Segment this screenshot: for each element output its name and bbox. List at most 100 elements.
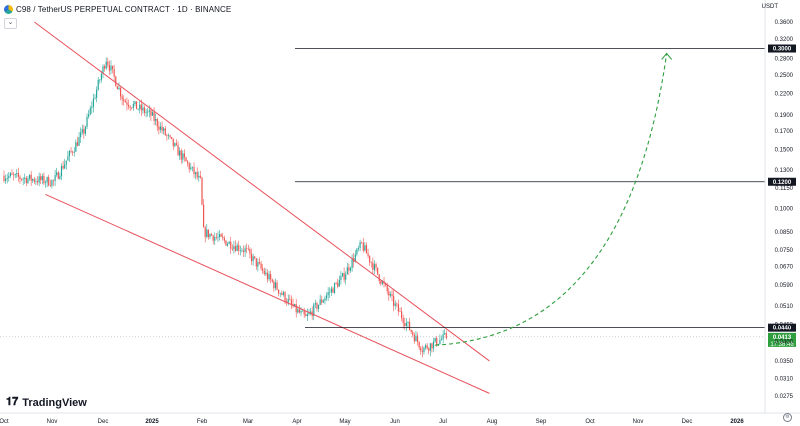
candle-body — [337, 283, 339, 287]
candle-body — [242, 250, 245, 252]
level-price-tag — [768, 44, 796, 53]
candle-body — [151, 112, 154, 116]
time-tick-label: Apr — [292, 419, 301, 425]
candle-body — [349, 268, 352, 271]
candle-body — [182, 153, 184, 160]
tradingview-logo-icon: 𝟏𝟕 — [6, 396, 19, 408]
price-tick-label: 0.3200 — [775, 37, 794, 43]
candle-body — [364, 245, 366, 251]
price-tick-label: 0.1150 — [775, 186, 794, 192]
candle-body — [148, 110, 150, 112]
candle-body — [301, 310, 304, 312]
projection-curve — [435, 53, 668, 346]
price-tick-label: 0.1300 — [775, 168, 794, 174]
candle-body — [362, 242, 364, 251]
candle-body — [65, 160, 67, 165]
candle-body — [410, 329, 412, 333]
candle-body — [341, 273, 344, 277]
time-axis[interactable]: Oct Nov Dec 2025 Feb Mar Apr May Jun Jul Aug Sep Oct… — [0, 419, 744, 425]
candle-body — [167, 135, 170, 136]
candle-body — [33, 179, 35, 182]
candle-body — [431, 343, 433, 349]
candle-body — [300, 311, 302, 313]
candle-body — [321, 299, 323, 303]
candle-body — [324, 298, 326, 301]
price-tick-label: 0.0750 — [775, 248, 794, 254]
candle-body — [223, 237, 225, 241]
candle-body — [418, 341, 420, 348]
candle-body — [84, 126, 87, 134]
candle-body — [271, 279, 273, 282]
price-tick-label: 0.1700 — [775, 129, 794, 135]
candle-body — [179, 150, 181, 156]
time-tick-label: Feb — [197, 419, 208, 425]
candle-body — [309, 311, 312, 313]
candle-body — [32, 179, 34, 181]
candle-body — [415, 335, 417, 342]
candle-body — [44, 182, 47, 184]
candle-body — [174, 143, 176, 147]
candle-body — [171, 136, 173, 139]
candle-body — [100, 73, 103, 80]
chevron-down-icon[interactable]: ⌄ — [4, 18, 17, 29]
candle-body — [158, 126, 160, 130]
candle-body — [265, 272, 267, 275]
time-tick-label: Nov — [47, 419, 58, 425]
price-axis[interactable]: 0.3600 0.3200 0.2800 0.2500 0.2200 0.1900 0.17… — [775, 20, 794, 400]
candle-body — [156, 118, 158, 127]
candle-body — [137, 108, 139, 110]
candle-body — [212, 235, 214, 241]
time-tick-label: May — [339, 419, 350, 425]
tradingview-logo[interactable]: 𝟏𝟕 TradingView — [6, 396, 87, 409]
candle-body — [68, 151, 71, 157]
candle-body — [48, 177, 50, 186]
candle-body — [198, 175, 200, 178]
candle-body — [263, 270, 265, 275]
candle-body — [228, 241, 230, 244]
time-tick-label: Oct — [585, 419, 595, 425]
candle-body — [313, 304, 315, 316]
candle-body — [16, 173, 18, 175]
candle-body — [17, 173, 19, 177]
candle-body — [111, 65, 114, 70]
tradingview-logo-text: TradingView — [22, 396, 87, 409]
candle-body — [6, 177, 8, 179]
candle-body — [413, 335, 415, 342]
candle-body — [108, 65, 110, 71]
candle-body — [346, 267, 348, 275]
gear-icon[interactable]: ⚙ — [783, 413, 792, 422]
candle-body — [365, 245, 368, 254]
candle-body — [432, 341, 435, 349]
candle-body — [139, 104, 141, 109]
candle-body — [8, 175, 10, 178]
candle-body — [40, 176, 42, 181]
candle-body — [359, 242, 361, 248]
candle-body — [273, 281, 275, 289]
currency-label[interactable]: USDT — [761, 4, 778, 10]
candle-body — [80, 132, 82, 138]
symbol-title[interactable]: C98 / TetherUS PERPETUAL CONTRACT · 1D ·… — [16, 4, 232, 14]
candle-body — [155, 118, 157, 121]
price-tick-label: 0.2800 — [775, 57, 794, 63]
candle-body — [402, 317, 404, 324]
candle-body — [127, 104, 130, 107]
candle-body — [124, 101, 126, 103]
candle-body — [36, 181, 39, 183]
candle-body — [193, 166, 195, 175]
candle-body — [52, 180, 55, 181]
candle-body — [51, 180, 53, 186]
candle-body — [412, 332, 414, 336]
candle-body — [183, 153, 186, 158]
candle-body — [356, 248, 358, 255]
candle-body — [423, 347, 425, 353]
candle-body — [142, 107, 144, 111]
candle-body — [153, 112, 155, 121]
candle-body — [161, 126, 163, 131]
candle-body — [38, 176, 40, 183]
price-tick-label: 0.0670 — [775, 265, 794, 271]
candle-body — [249, 249, 251, 254]
candle-body — [393, 295, 395, 306]
candle-body — [169, 135, 171, 137]
